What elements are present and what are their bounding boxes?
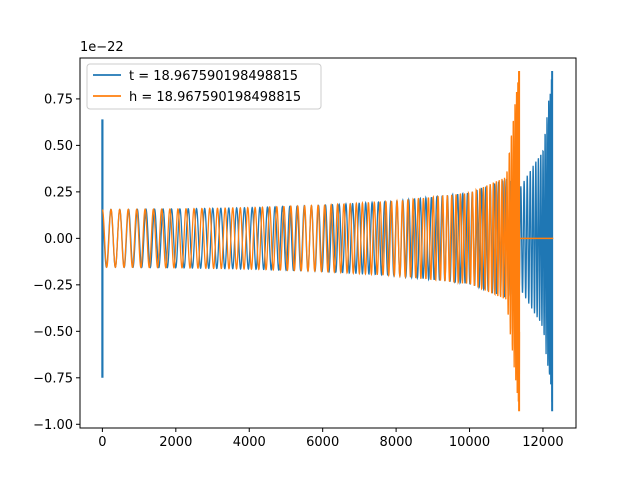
plot-area — [101, 71, 554, 412]
y-tick-label: 0.00 — [44, 232, 73, 247]
y-tick-label: −0.75 — [33, 371, 73, 386]
x-axis-ticks: 0 2000 4000 6000 8000 10000 12000 — [98, 428, 564, 450]
x-tick-label: 6000 — [306, 435, 339, 450]
y-tick-label: 0.75 — [44, 92, 73, 107]
x-tick-label: 8000 — [380, 435, 413, 450]
series-h-line — [101, 71, 521, 409]
legend-label-t: t = 18.967590198498815 — [129, 69, 298, 84]
y-axis-ticks: −1.00 −0.75 −0.50 −0.25 0.00 0.25 0.50 0.75 — [33, 92, 80, 433]
x-tick-label: 2000 — [159, 435, 192, 450]
x-tick-label: 10000 — [449, 435, 490, 450]
x-tick-label: 0 — [98, 435, 106, 450]
y-offset-text: 1e−22 — [80, 40, 124, 55]
y-tick-label: 0.50 — [44, 139, 73, 154]
x-tick-label: 12000 — [522, 435, 563, 450]
y-tick-label: −0.25 — [33, 278, 73, 293]
y-tick-label: 0.25 — [44, 185, 73, 200]
y-tick-label: −0.50 — [33, 325, 73, 340]
axes-frame — [79, 57, 577, 429]
x-tick-label: 4000 — [233, 435, 266, 450]
y-tick-label: −1.00 — [33, 418, 73, 433]
legend: t = 18.967590198498815 h = 18.9675901984… — [86, 63, 322, 110]
legend-label-h: h = 18.967590198498815 — [129, 90, 301, 105]
legend-box — [86, 63, 322, 110]
series-group — [101, 71, 554, 412]
series-t-line — [101, 79, 553, 402]
